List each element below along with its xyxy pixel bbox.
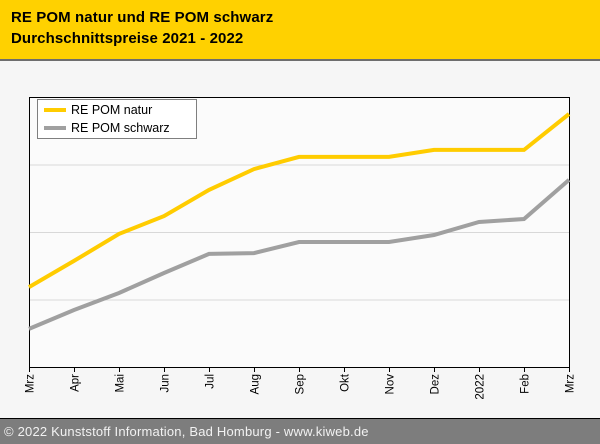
- copyright-text: © 2022 Kunststoff Information, Bad Hombu…: [4, 424, 369, 439]
- chart-title-line1: RE POM natur und RE POM schwarz: [11, 9, 274, 26]
- x-axis-label: 2022: [475, 374, 487, 400]
- legend-item-schwarz: RE POM schwarz: [38, 120, 196, 137]
- x-axis-label: Sep: [295, 374, 307, 394]
- legend-swatch-schwarz-icon: [44, 126, 66, 131]
- series-line-natur: [27, 112, 571, 289]
- x-axis-label: Nov: [385, 374, 397, 395]
- legend-label-natur: RE POM natur: [71, 102, 153, 117]
- price-line-chart: Mrz Apr Mai Jun Jul Aug Sep Okt Nov Dez 2022 Feb Mrz: [25, 97, 577, 400]
- x-axis-label: Okt: [340, 373, 352, 392]
- chart-title-line2: Durchschnittspreise 2021 - 2022: [11, 30, 244, 47]
- x-axis-label: Mai: [115, 374, 127, 393]
- x-axis-label: Mrz: [565, 374, 577, 393]
- series-line-schwarz: [28, 178, 571, 331]
- legend-label-schwarz: RE POM schwarz: [71, 121, 170, 136]
- x-axis-label: Mrz: [25, 374, 37, 393]
- x-axis-label: Aug: [250, 374, 262, 394]
- footer-separator: [0, 418, 600, 419]
- x-axis-label: Dez: [430, 374, 442, 395]
- legend-swatch-natur-icon: [44, 107, 66, 112]
- x-axis-label: Apr: [70, 374, 82, 392]
- x-axis-label: Feb: [520, 374, 532, 394]
- legend-item-natur: RE POM natur: [38, 101, 196, 118]
- x-axis-label: Jun: [160, 374, 172, 393]
- chart-title-bar: RE POM natur und RE POM schwarz Durchsch…: [0, 0, 600, 59]
- footer-bar: © 2022 Kunststoff Information, Bad Hombu…: [0, 419, 600, 444]
- x-axis-label: Jul: [205, 374, 217, 389]
- chart-legend: RE POM natur RE POM schwarz: [37, 99, 197, 139]
- header-separator: [0, 59, 600, 61]
- chart-area: Mrz Apr Mai Jun Jul Aug Sep Okt Nov Dez 2022 Feb Mrz…: [0, 61, 600, 418]
